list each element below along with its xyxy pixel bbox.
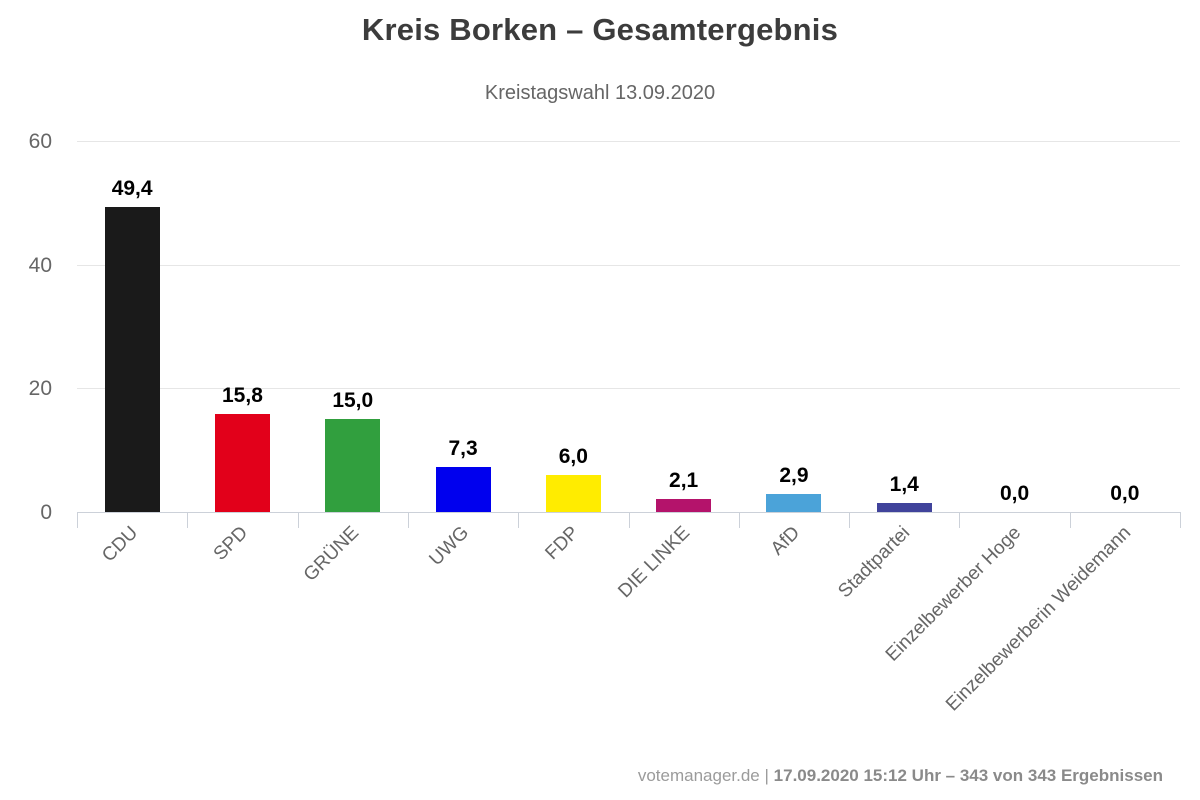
value-label: 7,3	[448, 436, 478, 460]
value-label: 2,9	[779, 464, 809, 488]
x-axis-category-label: Stadtpartei	[834, 522, 915, 603]
bar-uwg[interactable]	[435, 466, 491, 512]
x-axis-tick	[628, 512, 630, 528]
chart-footer: votemanager.de | 17.09.2020 15:12 Uhr – …	[638, 766, 1163, 786]
x-axis-category-label: SPD	[210, 522, 253, 565]
x-axis-tick	[297, 512, 299, 528]
x-axis-tick	[77, 512, 78, 528]
x-axis-category-label: Einzelbewerber Hoge	[881, 522, 1025, 666]
footer-status-text: 17.09.2020 15:12 Uhr – 343 von 343 Ergeb…	[773, 766, 1163, 785]
bar-stadtpartei[interactable]	[876, 503, 932, 512]
bar-spd[interactable]	[214, 414, 270, 512]
value-label: 15,0	[332, 389, 374, 413]
x-axis-category-label: Einzelbewerberin Weidemann	[941, 522, 1135, 716]
x-axis-tick	[849, 512, 851, 528]
y-axis-tick-label: 20	[28, 377, 52, 401]
y-axis-tick-label: 60	[28, 130, 52, 153]
bar-grüne[interactable]	[325, 419, 381, 512]
bar-cdu[interactable]	[104, 206, 160, 512]
value-label: 1,4	[889, 473, 919, 497]
x-axis-category-label: AfD	[766, 522, 805, 560]
value-label: 0,0	[999, 482, 1030, 505]
x-axis-category-label: DIE LINKE	[613, 522, 694, 603]
value-label: 15,8	[222, 384, 263, 408]
y-axis-tick-label: 40	[28, 253, 52, 277]
x-axis-tick	[407, 512, 409, 528]
y-axis-tick-label: 0	[40, 501, 52, 524]
value-label: 2,1	[669, 469, 699, 492]
value-label: 6,0	[558, 444, 588, 468]
chart-title: Kreis Borken – Gesamtergebnis	[361, 12, 839, 47]
footer-source-credit[interactable]: votemanager.de	[637, 766, 760, 785]
footer-divider: |	[764, 766, 769, 785]
bar-afd[interactable]	[766, 494, 822, 512]
value-label: 49,4	[111, 176, 153, 200]
x-axis-tick	[1180, 512, 1181, 528]
x-axis-tick	[187, 512, 189, 528]
bar-die-linke[interactable]	[656, 499, 712, 512]
x-axis-tick	[738, 512, 740, 528]
x-axis-tick	[518, 512, 520, 528]
x-axis-tick	[1069, 512, 1071, 528]
x-axis-category-label: GRÜNE	[299, 522, 363, 586]
gridline-40	[77, 264, 1180, 266]
gridline-20	[77, 388, 1180, 390]
x-axis-category-label: UWG	[425, 522, 474, 570]
x-axis-category-label: FDP	[541, 522, 584, 565]
x-axis-tick	[959, 512, 961, 528]
bar-fdp[interactable]	[545, 474, 601, 512]
chart-subtitle: Kreistagswahl 13.09.2020	[484, 82, 716, 104]
value-label: 0,0	[1110, 482, 1140, 505]
gridline-60	[77, 141, 1180, 142]
